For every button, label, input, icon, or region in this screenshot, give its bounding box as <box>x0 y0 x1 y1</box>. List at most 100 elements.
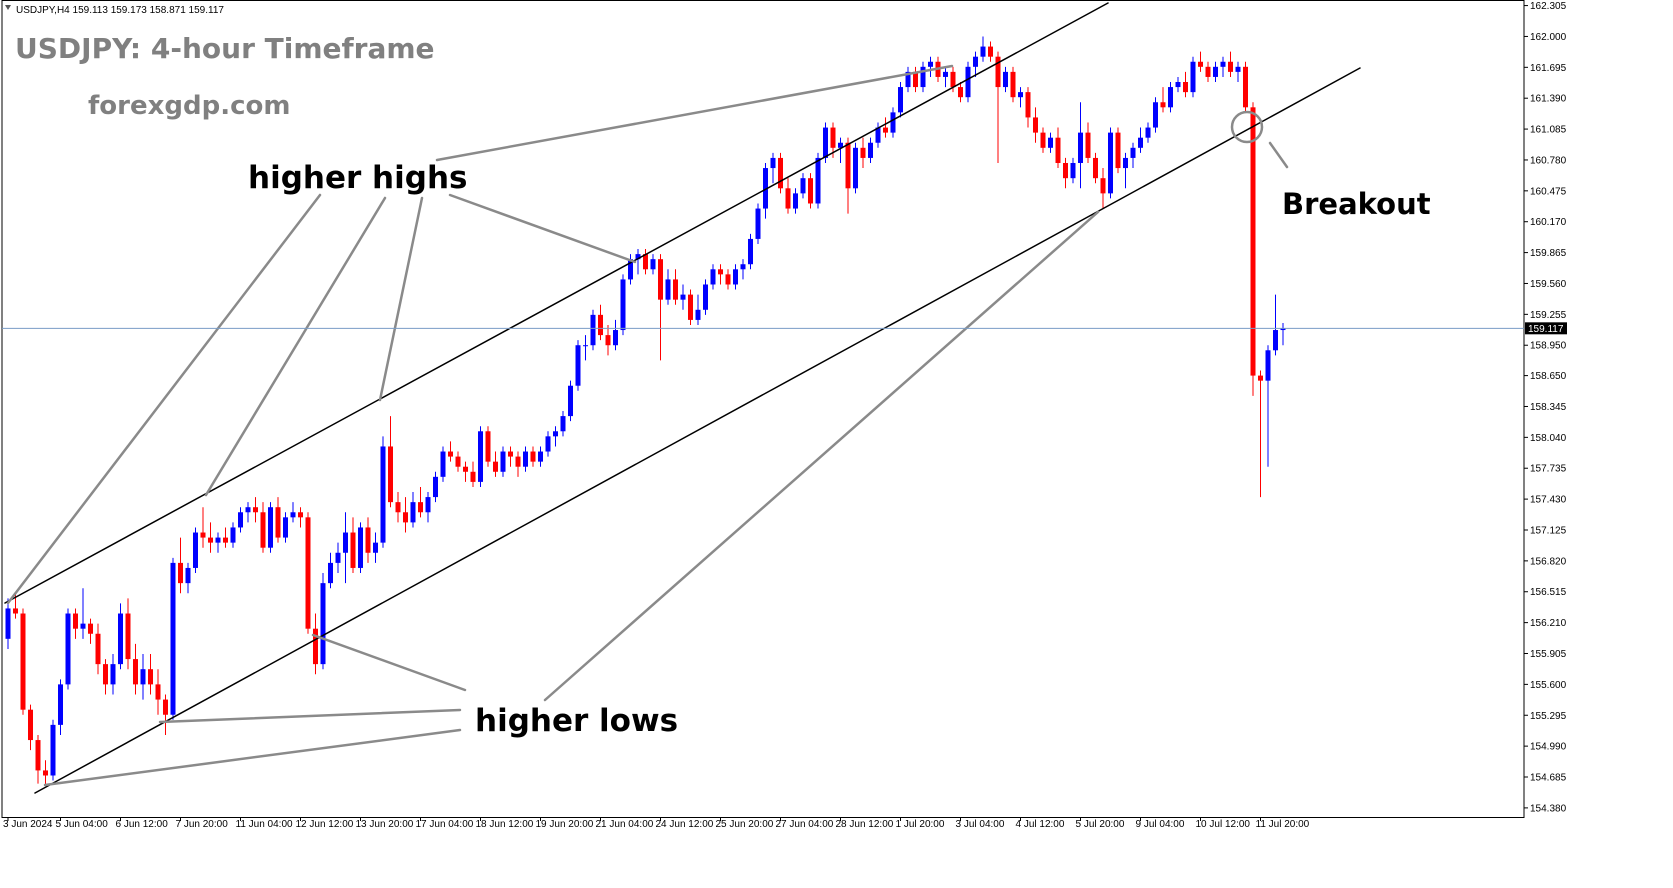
candle-body <box>1070 162 1076 179</box>
annotation-label: higher highs <box>248 160 467 196</box>
y-tick-label: 158.345 <box>1530 402 1567 413</box>
candle-body <box>388 446 393 503</box>
candle-body <box>455 456 461 467</box>
candle-body <box>1138 137 1143 148</box>
candle-body <box>283 517 288 538</box>
candle-body <box>35 740 41 771</box>
candle-body <box>298 512 303 518</box>
y-tick-label: 157.735 <box>1530 464 1567 475</box>
x-tick-label: 1 Jul 20:00 <box>896 819 945 830</box>
chart-title: USDJPY: 4-hour Timeframe <box>15 32 435 65</box>
candle-body <box>20 613 26 710</box>
y-tick-label: 156.210 <box>1530 618 1567 629</box>
candle-body <box>118 613 123 665</box>
candle-body <box>703 284 708 310</box>
candle-body <box>185 567 191 584</box>
candle-body <box>680 294 686 300</box>
candle-body <box>830 127 836 148</box>
candle-body <box>1190 61 1196 93</box>
plot-frame <box>1 0 1525 818</box>
candle-body <box>1093 157 1098 179</box>
candle-body <box>103 664 108 685</box>
candle-body <box>530 451 536 462</box>
candle-body <box>155 684 161 700</box>
candle-body <box>1273 330 1278 351</box>
candle-body <box>380 446 386 543</box>
y-tick-label: 162.000 <box>1530 32 1567 43</box>
candle-body <box>1153 102 1158 128</box>
candle-body <box>560 416 566 432</box>
x-tick-label: 19 Jun 20:00 <box>536 819 594 830</box>
candle-body <box>1040 132 1046 148</box>
candle-body <box>620 279 626 331</box>
candle-body <box>1048 137 1053 148</box>
y-tick-label: 155.600 <box>1530 680 1567 691</box>
candle-body <box>290 512 296 518</box>
candles <box>5 36 1286 786</box>
candle-body <box>485 431 491 462</box>
y-tick-label: 159.865 <box>1530 248 1567 259</box>
candle-body <box>148 669 153 685</box>
candle-body <box>238 512 243 528</box>
x-tick-label: 3 Jun 2024 <box>3 819 53 830</box>
candle-body <box>1280 328 1286 331</box>
candle-body <box>695 309 701 320</box>
candle-body <box>350 532 356 568</box>
candle-body <box>1243 66 1248 108</box>
candle-body <box>275 507 281 538</box>
candle-body <box>425 497 431 513</box>
candle-body <box>545 436 551 452</box>
candle-body <box>613 330 618 346</box>
candle-body <box>868 142 873 158</box>
candle-body <box>50 724 56 776</box>
current-price-label: 159.117 <box>1528 324 1564 335</box>
candle-body <box>958 87 963 98</box>
candle-body <box>898 87 903 113</box>
candle-body <box>418 502 423 513</box>
candle-body <box>5 608 11 639</box>
symbol-info: USDJPY,H4 159.113 159.173 158.871 159.11… <box>16 5 224 16</box>
x-tick-label: 25 Jun 20:00 <box>716 819 774 830</box>
candle-body <box>905 71 911 88</box>
candle-body <box>223 537 228 543</box>
candle-body <box>883 127 888 133</box>
y-tick-label: 157.430 <box>1530 495 1567 506</box>
candle-body <box>95 633 101 665</box>
candle-body <box>1010 71 1016 98</box>
candle-body <box>875 127 881 143</box>
x-tick-label: 28 Jun 12:00 <box>836 819 894 830</box>
candle-body <box>763 168 768 209</box>
candle-body <box>200 532 206 538</box>
y-tick-label: 160.170 <box>1530 217 1567 228</box>
candle-body <box>1258 375 1263 381</box>
y-tick-label: 159.255 <box>1530 310 1567 321</box>
candle-body <box>373 542 378 553</box>
candle-body <box>433 476 438 498</box>
x-tick-label: 24 Jun 12:00 <box>656 819 714 830</box>
candle-body <box>13 608 18 614</box>
candle-body <box>965 66 971 98</box>
candle-body <box>43 770 48 776</box>
candle-body <box>73 613 78 629</box>
candle-body <box>448 451 453 457</box>
candle-body <box>208 537 213 543</box>
candle-body <box>673 279 678 300</box>
candle-body <box>553 431 558 437</box>
candle-body <box>770 157 776 169</box>
candle-body <box>1018 92 1023 98</box>
candle-body <box>403 512 408 523</box>
candle-body <box>163 699 168 715</box>
callout-line <box>378 196 424 402</box>
candle-body <box>913 71 918 88</box>
chart-subtitle: forexgdp.com <box>88 91 290 121</box>
candle-body <box>710 269 716 285</box>
candle-body <box>1250 107 1256 376</box>
candle-body <box>1213 66 1218 77</box>
candle-body <box>1175 82 1181 88</box>
candle-body <box>215 537 221 543</box>
candle-body <box>590 314 596 346</box>
y-tick-label: 156.515 <box>1530 587 1567 598</box>
callout-line <box>158 708 462 724</box>
x-tick-label: 7 Jun 20:00 <box>176 819 229 830</box>
symbol-icon <box>5 5 11 10</box>
